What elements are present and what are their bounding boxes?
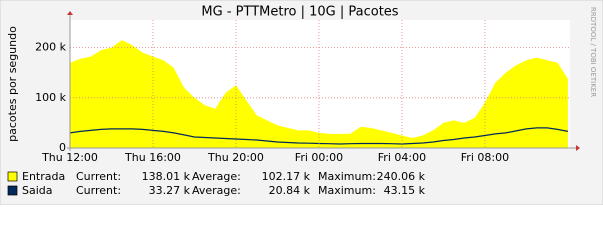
x-tick-label: Thu 20:00 <box>207 151 264 164</box>
stat-value: 138.01 k <box>142 170 191 183</box>
chart: MG - PTTMetro | 10G | Pacotes pacotes po… <box>0 0 603 205</box>
stat-label: Current: <box>76 170 121 183</box>
x-tick-label: Fri 00:00 <box>295 151 343 164</box>
y-axis-label: pacotes por segundo <box>6 26 19 142</box>
page: MG - PTTMetro | 10G | Pacotes pacotes po… <box>0 0 603 205</box>
legend-label: Entrada <box>22 170 65 183</box>
y-tick-label: 200 k <box>35 41 66 54</box>
stat-label: Current: <box>76 184 121 197</box>
stat-value: 20.84 k <box>269 184 311 197</box>
chart-title: MG - PTTMetro | 10G | Pacotes <box>201 5 398 20</box>
stat-label: Maximum: <box>318 170 376 183</box>
x-tick-label: Fri 08:00 <box>461 151 509 164</box>
x-tick-label: Thu 12:00 <box>41 151 98 164</box>
legend-swatch <box>7 185 18 196</box>
stat-label: Average: <box>192 184 241 197</box>
x-tick-label: Fri 04:00 <box>378 151 426 164</box>
x-tick-label: Thu 16:00 <box>124 151 181 164</box>
x-axis-arrow <box>576 145 580 151</box>
y-tick-label: 100 k <box>35 91 66 104</box>
watermark: RRDTOOL / TOBI OETIKER <box>589 7 597 97</box>
stat-value: 43.15 k <box>384 184 426 197</box>
y-axis-arrow <box>67 11 73 15</box>
legend-swatch <box>7 171 18 182</box>
y-tick-label: 0 <box>59 141 66 154</box>
legend-label: Saida <box>22 184 53 197</box>
stat-value: 33.27 k <box>149 184 191 197</box>
stat-label: Average: <box>192 170 241 183</box>
stat-label: Maximum: <box>318 184 376 197</box>
area <box>70 40 568 148</box>
stat-value: 240.06 k <box>377 170 426 183</box>
stat-value: 102.17 k <box>262 170 311 183</box>
